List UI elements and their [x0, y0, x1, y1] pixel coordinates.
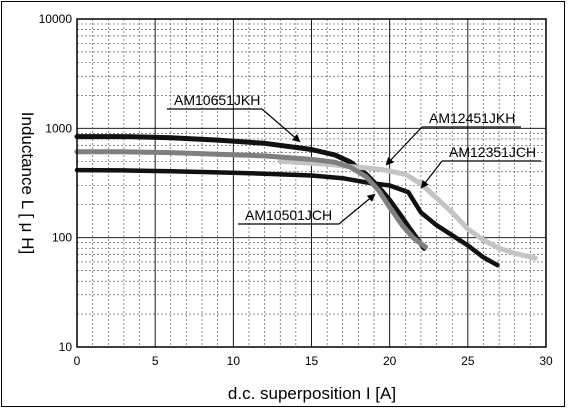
x-tick-label: 25: [461, 354, 475, 368]
callout-label-am10651jkh: AM10651JKH: [174, 92, 260, 108]
series-line-am10651jkh: [74, 134, 427, 251]
series-line-am12351jch: [74, 167, 500, 268]
x-tick-label: 20: [383, 354, 397, 368]
y-tick-labels: 10 100 1000 10000: [39, 12, 73, 354]
y-tick-label: 100: [52, 231, 72, 245]
x-tick-label: 0: [74, 354, 81, 368]
callout-arrow: [385, 126, 423, 166]
series-line-am12451jkh: [277, 158, 538, 261]
y-axis-title: Inductance L [ μ H]: [18, 112, 37, 254]
callout-arrow: [420, 160, 443, 189]
x-axis-title: d.c. superposition I [A]: [228, 384, 396, 403]
x-tick-label: 10: [227, 354, 241, 368]
x-tick-label: 30: [539, 354, 553, 368]
callout-label-am12451jkh: AM12451JKH: [429, 110, 515, 126]
y-tick-label: 10: [59, 340, 73, 354]
callout-label-am12351jch: AM12351JCH: [449, 144, 536, 160]
series-line-am10501jch: [74, 149, 429, 250]
x-tick-label: 15: [305, 354, 319, 368]
callouts: AM10651JKH AM12451JKH AM12351JCH AM10501JCH: [167, 92, 541, 225]
plot-border: [76, 18, 547, 348]
x-tick-label: 5: [152, 354, 159, 368]
series-layer: [74, 134, 538, 268]
callout-label-am10501jch: AM10501JCH: [245, 207, 332, 223]
x-tick-labels: 0 5 10 15 20 25 30: [74, 354, 553, 368]
callout-arrow: [261, 108, 301, 143]
y-tick-label: 10000: [39, 12, 73, 26]
callout-arrow: [338, 193, 376, 225]
y-tick-label: 1000: [45, 121, 72, 135]
